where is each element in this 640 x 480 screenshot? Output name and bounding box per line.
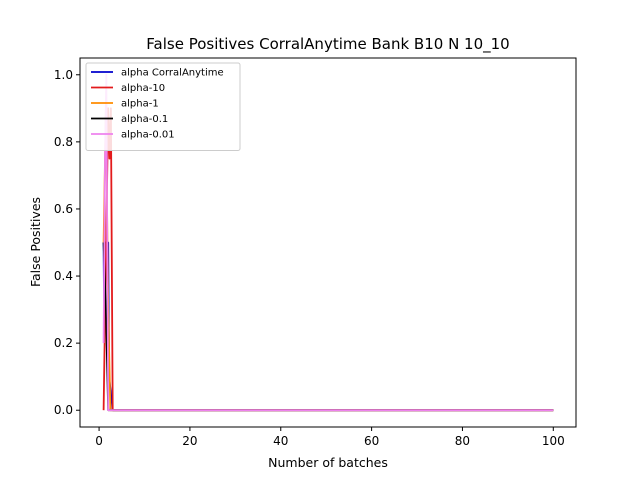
chart-title: False Positives CorralAnytime Bank B10 N… xyxy=(146,35,509,54)
y-axis-label: False Positives xyxy=(28,197,43,287)
x-tick-label: 40 xyxy=(273,434,288,448)
x-axis-ticks: 0 20 40 60 80 100 xyxy=(95,427,565,448)
x-tick-label: 80 xyxy=(455,434,470,448)
legend-entry-2: alpha-1 xyxy=(121,99,159,110)
y-tick-label: 1.0 xyxy=(54,68,73,82)
y-axis-ticks: 0.0 0.2 0.4 0.6 0.8 1.0 xyxy=(54,68,80,417)
legend-entry-4: alpha-0.01 xyxy=(121,130,175,141)
legend-entry-3: alpha-0.1 xyxy=(121,114,168,125)
x-axis-label: Number of batches xyxy=(268,455,388,470)
y-tick-label: 0.2 xyxy=(54,336,73,350)
legend-entry-1: alpha-10 xyxy=(121,83,165,94)
y-tick-label: 0.0 xyxy=(54,403,73,417)
y-tick-label: 0.6 xyxy=(54,202,73,216)
x-tick-label: 20 xyxy=(182,434,197,448)
x-tick-label: 100 xyxy=(542,434,565,448)
legend-entry-0: alpha CorralAnytime xyxy=(121,68,224,79)
legend-box xyxy=(85,62,241,151)
x-tick-label: 60 xyxy=(364,434,379,448)
x-tick-label: 0 xyxy=(95,434,103,448)
y-tick-label: 0.4 xyxy=(54,269,73,283)
y-tick-label: 0.8 xyxy=(54,135,73,149)
legend: alpha CorralAnytime alpha-10 alpha-1 alpha-… xyxy=(85,62,241,151)
plot-frame xyxy=(79,57,577,428)
